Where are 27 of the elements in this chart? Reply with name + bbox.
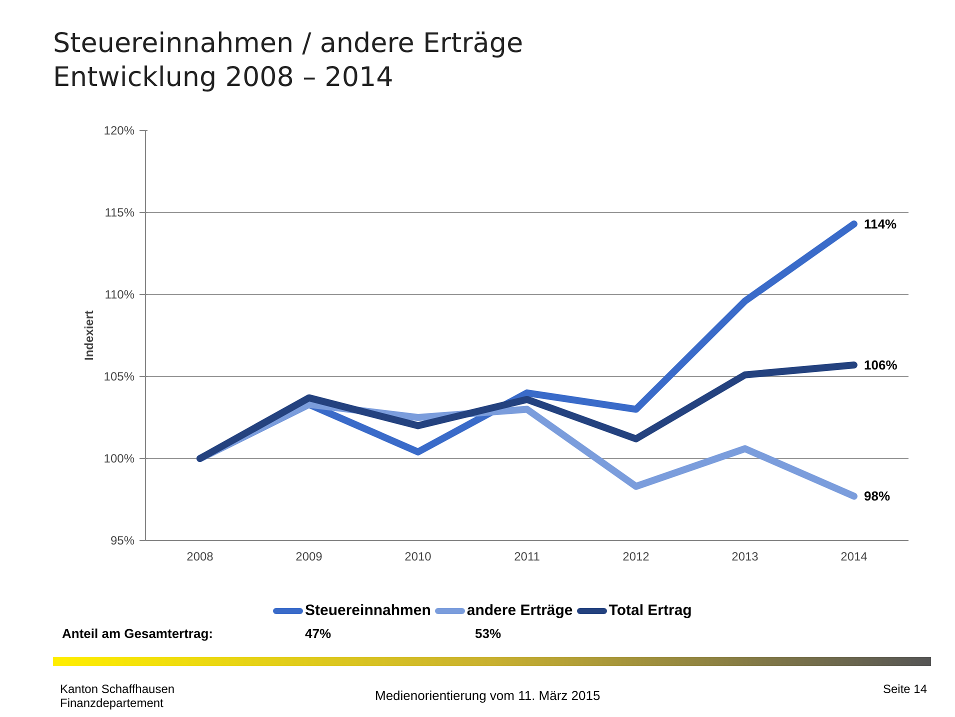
text: Anteil am Gesamtertrag: [62,626,213,641]
text: Kanton Schaffhausen Finanzdepartement [60,682,175,710]
text: 53% [475,626,502,641]
x-tick-label: 2009 [296,550,323,564]
chart-title: Steuereinnahmen / andere Erträge Entwicklung 2008 – 2014 [52,27,524,95]
x-tick-label: 2012 [622,550,650,564]
x-tick-label: 2011 [514,550,540,564]
legend-label: Steuereinnahmen [305,602,431,619]
legend-label: andere Erträge [466,602,573,619]
x-tick-label: 2014 [840,550,868,564]
x-tick-label: 2013 [732,550,759,564]
x-tick-label: 2010 [404,550,432,564]
y-tick-label: 120% [104,124,135,138]
data-label: 106% [864,358,898,373]
y-tick-label: 100% [104,452,135,466]
text: Seite 14 [883,682,928,696]
y-tick-label: 95% [110,534,135,548]
legend-label: Total Ertrag [608,602,692,619]
data-label: 98% [864,488,890,504]
text: 47% [305,626,332,641]
text: Medienorientierung vom 11. März 2015 [375,688,600,703]
y-tick-label: 105% [104,370,135,384]
data-label: 114% [864,216,897,232]
x-tick-label: 2008 [186,550,214,564]
y-tick-label: 110% [104,288,135,302]
y-axis-title: Indexiert [82,310,96,361]
y-tick-label: 115% [104,206,135,220]
